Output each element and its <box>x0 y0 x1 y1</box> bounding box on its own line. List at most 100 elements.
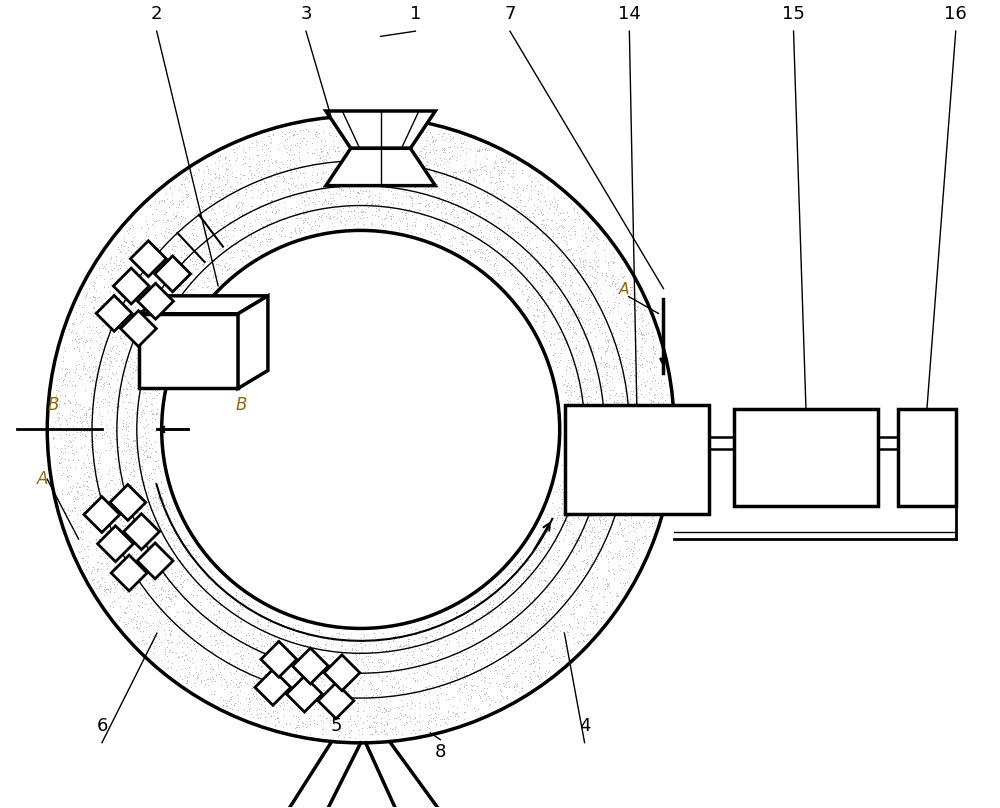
Point <box>569 205 585 218</box>
Point <box>566 576 582 589</box>
Point <box>340 151 356 164</box>
Point <box>581 410 597 423</box>
Point <box>214 263 230 276</box>
Point <box>531 661 547 674</box>
Point <box>578 297 594 310</box>
Point <box>587 483 603 496</box>
Point <box>537 256 553 269</box>
Point <box>500 654 516 667</box>
Point <box>494 594 510 607</box>
Point <box>595 234 611 246</box>
Point <box>493 597 509 610</box>
Point <box>634 339 650 352</box>
Point <box>293 646 309 659</box>
Point <box>427 706 443 719</box>
Point <box>509 177 525 190</box>
Point <box>562 270 578 283</box>
Point <box>588 270 604 283</box>
Point <box>361 719 377 732</box>
Point <box>313 142 329 155</box>
Point <box>143 379 159 392</box>
Point <box>506 605 522 618</box>
Point <box>248 688 264 701</box>
Point <box>291 691 307 704</box>
Point <box>529 596 545 609</box>
Point <box>237 675 253 688</box>
Point <box>329 627 345 640</box>
Point <box>521 658 537 671</box>
Point <box>533 617 549 630</box>
Point <box>567 314 583 326</box>
Point <box>250 659 266 671</box>
Point <box>513 204 529 217</box>
Point <box>420 198 436 211</box>
Point <box>357 178 373 191</box>
Point <box>133 271 149 284</box>
Point <box>222 692 238 705</box>
Point <box>606 567 622 580</box>
Point <box>522 226 538 239</box>
Point <box>228 678 244 691</box>
Point <box>300 629 316 642</box>
Point <box>95 547 111 560</box>
Point <box>271 160 287 173</box>
Point <box>536 566 552 579</box>
Point <box>166 527 182 540</box>
Point <box>97 363 113 376</box>
Point <box>240 646 256 659</box>
Point <box>399 655 415 668</box>
Point <box>138 225 154 238</box>
Point <box>629 367 645 380</box>
Point <box>148 343 164 356</box>
Point <box>439 680 455 693</box>
Point <box>131 506 147 519</box>
Point <box>322 180 338 193</box>
Point <box>138 379 154 392</box>
Point <box>489 259 505 271</box>
Point <box>590 380 606 393</box>
Point <box>111 511 127 524</box>
Point <box>565 408 581 421</box>
Point <box>433 213 449 225</box>
Point <box>479 218 495 231</box>
Point <box>564 331 580 344</box>
Point <box>93 446 109 459</box>
Point <box>219 174 235 187</box>
Point <box>431 680 447 693</box>
Point <box>458 610 474 623</box>
Point <box>462 187 478 200</box>
Point <box>357 206 373 219</box>
Point <box>133 408 149 421</box>
Point <box>370 654 386 667</box>
Point <box>227 620 243 633</box>
Point <box>406 633 422 646</box>
Point <box>517 643 533 656</box>
Point <box>585 617 601 629</box>
Point <box>146 214 162 227</box>
Point <box>502 633 518 646</box>
Point <box>153 474 169 487</box>
Point <box>374 706 390 719</box>
Point <box>267 664 283 677</box>
Point <box>177 670 193 683</box>
Point <box>126 284 142 297</box>
Point <box>184 296 200 309</box>
Point <box>200 611 216 624</box>
Point <box>118 322 134 335</box>
Point <box>629 465 645 478</box>
Point <box>215 193 231 206</box>
Point <box>569 493 585 506</box>
Point <box>129 269 145 282</box>
Point <box>405 671 421 684</box>
Point <box>519 221 535 234</box>
Point <box>263 200 279 213</box>
Point <box>567 213 583 225</box>
Point <box>588 385 604 398</box>
Point <box>103 503 119 516</box>
Point <box>467 683 483 696</box>
Point <box>294 667 310 680</box>
Point <box>150 492 166 505</box>
Point <box>277 128 293 141</box>
Point <box>506 680 522 693</box>
Point <box>570 296 586 309</box>
